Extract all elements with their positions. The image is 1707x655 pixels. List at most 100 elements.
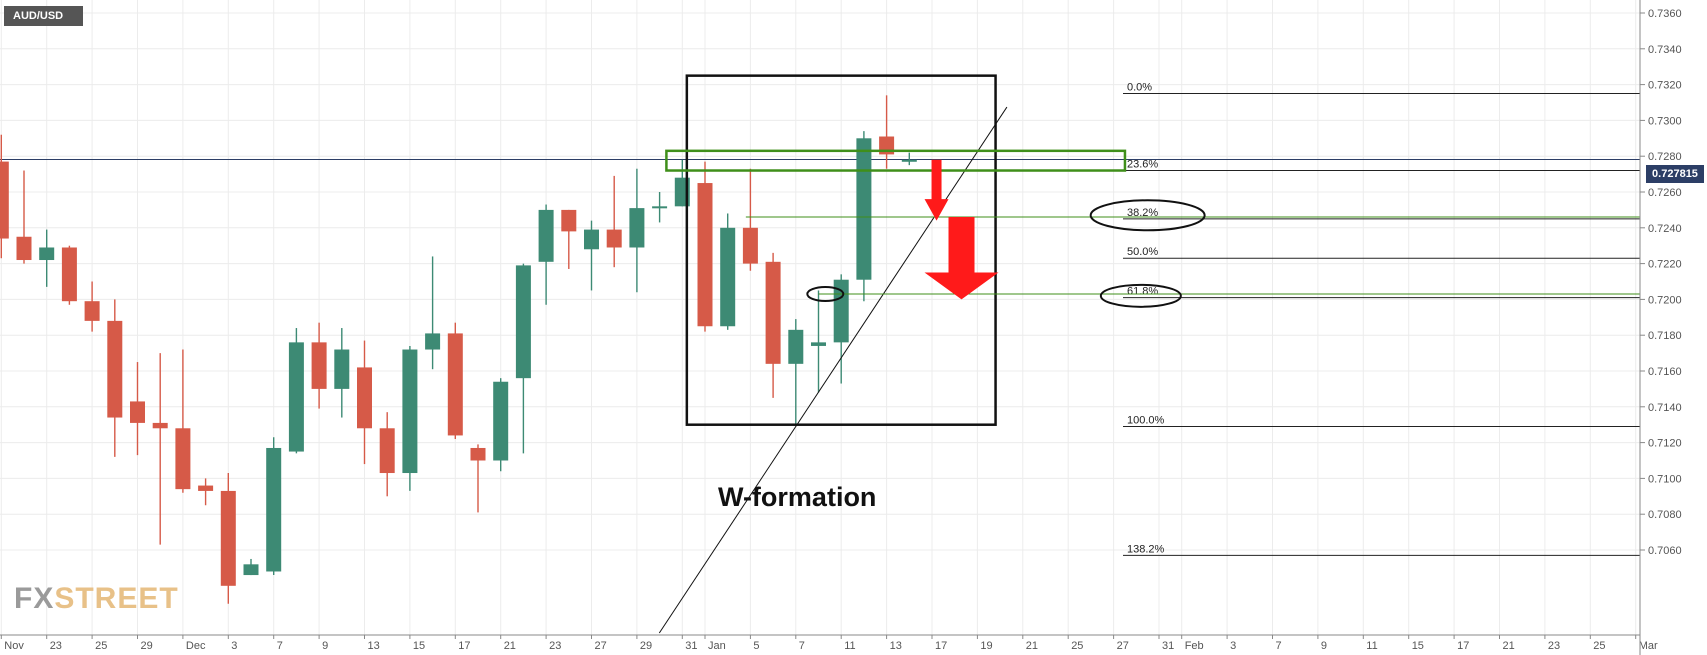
x-tick-label: 3 [231, 640, 237, 652]
x-tick-label: 21 [504, 640, 516, 652]
y-tick-label: 0.7160 [1648, 366, 1682, 378]
x-tick-label: 7 [1276, 640, 1282, 652]
bullish-candle-body [788, 329, 804, 364]
large-red-arrow-down [924, 217, 999, 300]
y-tick-label: 0.7140 [1648, 402, 1682, 414]
bullish-candle-body [856, 138, 872, 280]
x-tick-label: 21 [1503, 640, 1515, 652]
fib-382-ellipse [1089, 199, 1206, 232]
fib-label: 0.0% [1127, 82, 1152, 94]
y-tick-label: 0.7200 [1648, 294, 1682, 306]
bearish-candle-body [765, 261, 781, 364]
bearish-candle-body [0, 161, 9, 239]
bullish-candle-body [334, 349, 350, 389]
y-tick-label: 0.7300 [1648, 115, 1682, 127]
x-tick-label: Dec [186, 640, 206, 652]
bullish-candle-body [402, 349, 418, 474]
bullish-candle-body [629, 208, 645, 248]
x-tick-label: 9 [1321, 640, 1327, 652]
bearish-candle-body [311, 342, 327, 389]
bearish-candle-body [697, 183, 713, 327]
bearish-candle-body [220, 490, 236, 586]
x-tick-label: 29 [141, 640, 153, 652]
y-tick-label: 0.7360 [1648, 8, 1682, 20]
x-tick-label: 25 [95, 640, 107, 652]
x-tick-label: 17 [458, 640, 470, 652]
bullish-candle-body [266, 447, 282, 572]
x-tick-label: 17 [935, 640, 947, 652]
fxstreet-watermark-logo: FXSTREET [14, 582, 179, 616]
bearish-candle-body [130, 401, 145, 423]
symbol-badge: AUD/USD [4, 6, 83, 26]
bullish-candle-body [652, 206, 668, 209]
y-tick-label: 0.7120 [1648, 438, 1682, 450]
x-tick-label: Feb [1185, 640, 1204, 652]
fib-label: 138.2% [1127, 543, 1165, 555]
x-tick-label: 23 [1548, 640, 1560, 652]
bearish-candle-body [606, 229, 622, 248]
bearish-candle-body [470, 447, 486, 461]
bullish-candle-body [288, 342, 304, 452]
bullish-candle-body [493, 381, 509, 461]
bullish-candle-body [39, 247, 55, 261]
x-tick-label: Jan [708, 640, 726, 652]
annotation-overlays [658, 74, 1640, 634]
w-formation-box [685, 74, 997, 426]
fib-label: 61.8% [1127, 286, 1158, 298]
x-tick-label: 29 [640, 640, 652, 652]
small-red-arrow-down [924, 159, 949, 221]
bearish-candle-body [447, 333, 463, 436]
trendline [658, 106, 1008, 634]
x-tick-label: 19 [980, 640, 992, 652]
bearish-candle-body [61, 247, 77, 302]
x-tick-label: 25 [1593, 640, 1605, 652]
y-tick-label: 0.7080 [1648, 509, 1682, 521]
y-tick-label: 0.7100 [1648, 473, 1682, 485]
y-tick-label: 0.7280 [1648, 151, 1682, 163]
bearish-candle-body [198, 485, 214, 491]
x-tick-label: 11 [1366, 640, 1377, 652]
candlesticks [0, 95, 917, 604]
x-tick-label: 9 [322, 640, 328, 652]
x-tick-label: 23 [50, 640, 62, 652]
x-tick-label: 7 [799, 640, 805, 652]
y-tick-label: 0.7260 [1648, 187, 1682, 199]
neckline-ellipse [806, 286, 845, 303]
x-tick-label: Nov [4, 640, 24, 652]
watermark-part2: STREET [54, 582, 179, 615]
y-tick-label: 0.7240 [1648, 223, 1682, 235]
bullish-candle-body [720, 227, 736, 327]
fib-label: 38.2% [1127, 207, 1158, 219]
x-tick-label: 17 [1457, 640, 1469, 652]
current-price-tag: 0.727815 [1646, 165, 1704, 183]
x-tick-label: 13 [368, 640, 380, 652]
bearish-candle-body [175, 428, 191, 490]
y-tick-label: 0.7180 [1648, 330, 1682, 342]
pattern-label: W-formation [718, 482, 877, 512]
x-tick-label: 25 [1071, 640, 1083, 652]
x-tick-label: 27 [1117, 640, 1129, 652]
x-tick-label: 3 [1230, 640, 1236, 652]
x-tick-label: 31 [1162, 640, 1174, 652]
x-tick-label: 31 [685, 640, 697, 652]
resistance-zone [665, 149, 1127, 172]
x-tick-label: 23 [549, 640, 561, 652]
bearish-candle-body [379, 428, 395, 474]
fib-label: 100.0% [1127, 414, 1165, 426]
y-tick-label: 0.7060 [1648, 545, 1682, 557]
bullish-candle-body [811, 342, 826, 346]
fib-label: 50.0% [1127, 246, 1158, 258]
bearish-candle-body [107, 320, 123, 418]
x-tick-label: 21 [1026, 640, 1038, 652]
x-tick-label: 11 [844, 640, 855, 652]
bullish-candle-body [515, 265, 531, 379]
bullish-candle-body [584, 229, 599, 250]
bearish-candle-body [84, 301, 100, 321]
bullish-candle-body [901, 159, 917, 162]
bullish-candle-body [833, 279, 849, 343]
fib-label: 23.6% [1127, 159, 1158, 171]
bearish-candle-body [16, 236, 32, 261]
x-tick-label: 7 [277, 640, 283, 652]
